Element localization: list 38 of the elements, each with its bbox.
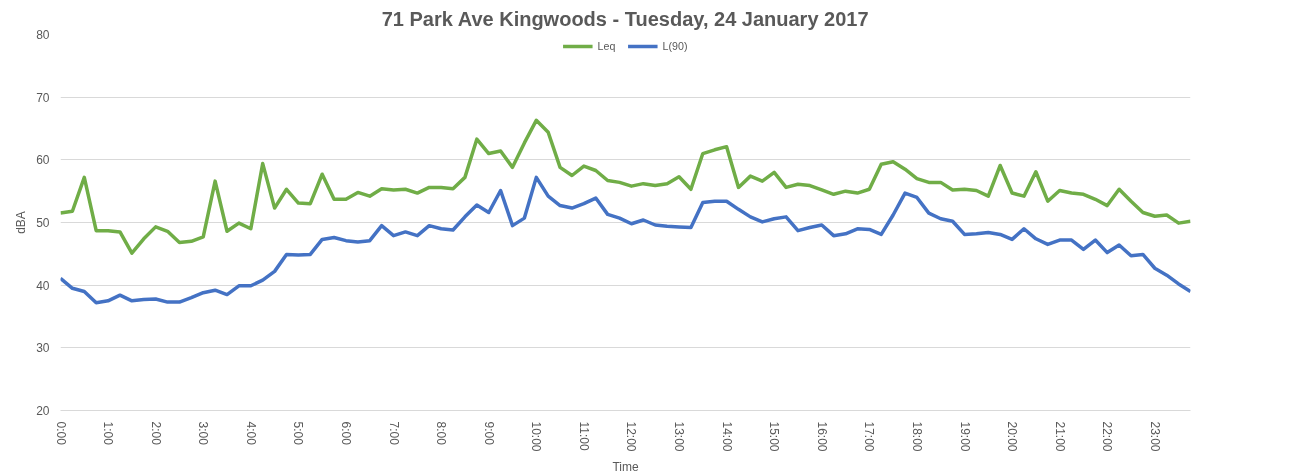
y-tick-label: 70 <box>36 90 50 105</box>
legend-label: L(90) <box>662 40 688 52</box>
x-tick-label: 7:00 <box>386 421 401 446</box>
x-tick-label: 22:00 <box>1100 421 1115 452</box>
x-tick-label: 1:00 <box>101 421 116 446</box>
y-tick-label: 30 <box>36 341 50 356</box>
x-tick-label: 9:00 <box>481 421 496 446</box>
line-series <box>60 118 1191 255</box>
x-tick-label: 6:00 <box>338 421 353 446</box>
x-tick-label: 12:00 <box>624 421 639 452</box>
x-tick-label: 18:00 <box>909 421 924 452</box>
line-series <box>60 175 1191 305</box>
x-tick-label: 17:00 <box>862 421 877 452</box>
x-tick-label: 2:00 <box>148 421 163 446</box>
y-tick-label: 20 <box>36 404 50 418</box>
x-tick-label: 4:00 <box>243 421 258 446</box>
x-tick-label: 20:00 <box>1005 421 1020 452</box>
y-tick-label: 60 <box>36 153 50 168</box>
x-tick-label: 19:00 <box>957 421 972 452</box>
x-tick-label: 8:00 <box>434 421 449 446</box>
y-axis-title: dBA <box>14 211 29 234</box>
x-axis-title: Time <box>612 459 639 474</box>
x-tick-label: 15:00 <box>767 421 782 452</box>
x-tick-label: 23:00 <box>1147 421 1162 452</box>
x-tick-label: 21:00 <box>1052 421 1067 452</box>
y-tick-label: 80 <box>36 28 50 42</box>
x-tick-label: 11:00 <box>576 421 591 451</box>
legend-label: Leq <box>597 40 617 52</box>
x-tick-label: 3:00 <box>196 421 211 446</box>
y-tick-label: 40 <box>36 278 50 293</box>
x-tick-label: 14:00 <box>719 421 734 452</box>
chart-title: 71 Park Ave Kingwoods - Tuesday, 24 January 2017 <box>381 7 869 30</box>
y-tick-label: 50 <box>36 216 50 230</box>
x-tick-label: 16:00 <box>814 421 829 452</box>
x-tick-label: 0:00 <box>53 421 68 446</box>
x-tick-label: 10:00 <box>529 421 544 452</box>
x-tick-label: 5:00 <box>291 421 306 446</box>
x-tick-label: 13:00 <box>672 421 687 452</box>
